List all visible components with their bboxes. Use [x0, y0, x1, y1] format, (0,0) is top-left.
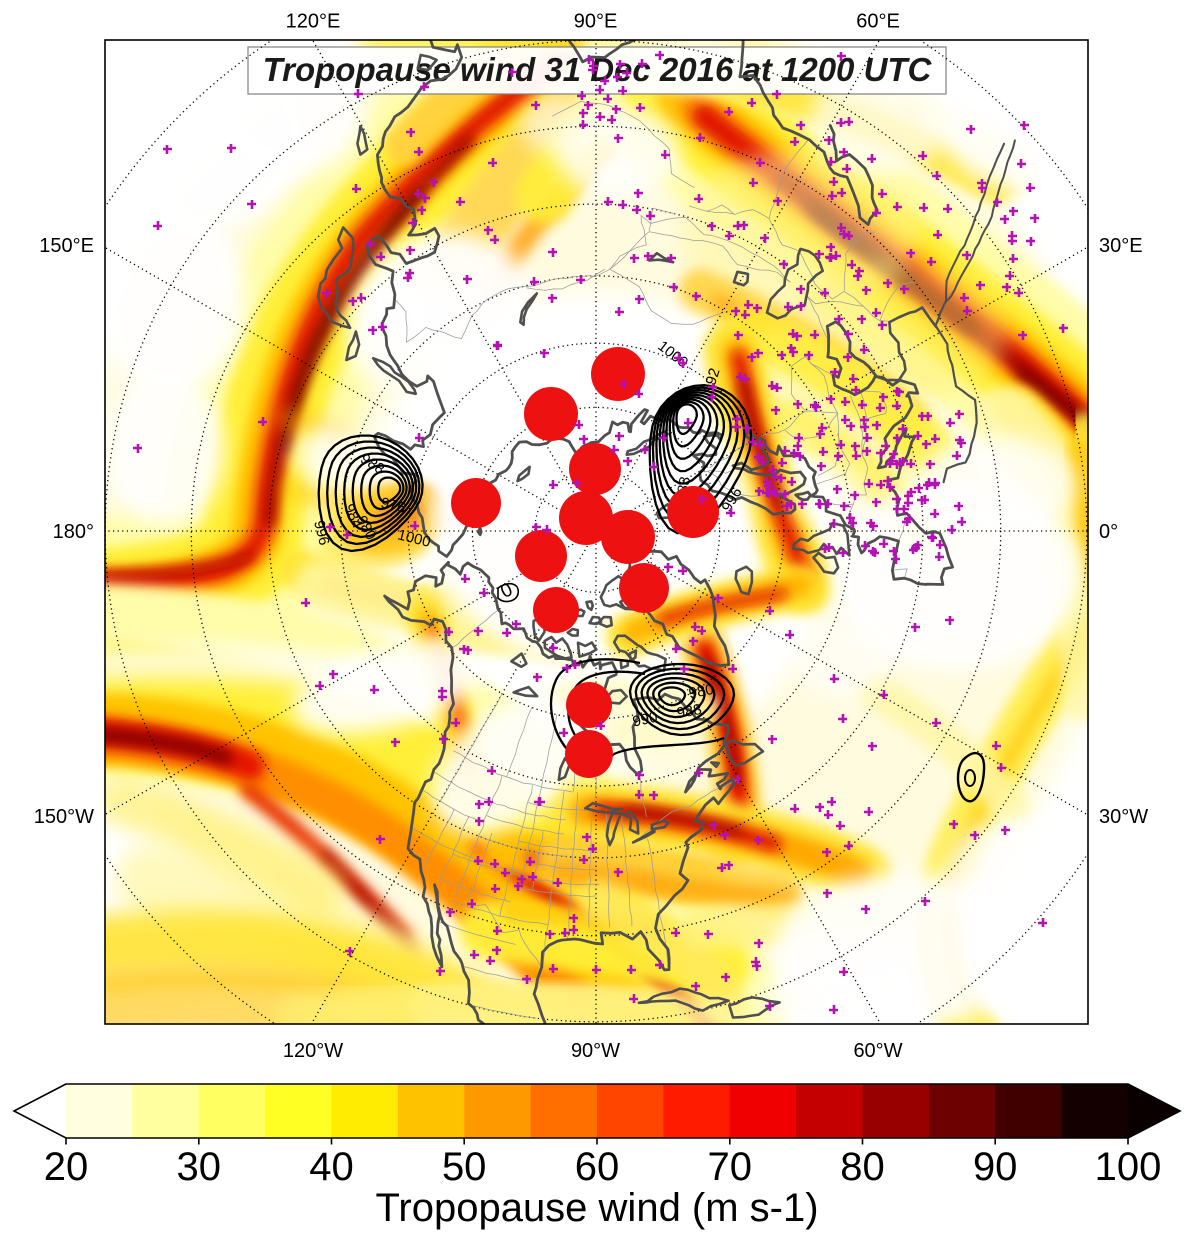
svg-text:180°: 180°: [53, 521, 94, 543]
svg-text:70: 70: [708, 1145, 753, 1189]
svg-text:Tropopause wind (m s-1): Tropopause wind (m s-1): [375, 1186, 818, 1230]
svg-text:50: 50: [442, 1145, 487, 1189]
svg-text:976: 976: [379, 494, 407, 517]
svg-text:20: 20: [44, 1145, 89, 1189]
svg-text:120°W: 120°W: [283, 1040, 343, 1062]
svg-text:100: 100: [1095, 1145, 1162, 1189]
svg-text:60°W: 60°W: [853, 1040, 902, 1062]
svg-text:120°E: 120°E: [286, 11, 341, 33]
svg-text:90: 90: [973, 1145, 1018, 1189]
svg-text:990: 990: [631, 709, 659, 731]
svg-text:980: 980: [687, 681, 715, 702]
svg-text:30°W: 30°W: [1099, 806, 1148, 828]
svg-text:40: 40: [309, 1145, 354, 1189]
svg-text:992: 992: [700, 366, 724, 395]
svg-text:150°E: 150°E: [39, 235, 94, 257]
svg-text:80: 80: [840, 1145, 885, 1189]
svg-text:90°E: 90°E: [574, 11, 618, 33]
svg-text:30: 30: [177, 1145, 222, 1189]
svg-text:30°E: 30°E: [1099, 235, 1143, 257]
svg-text:0°: 0°: [1099, 521, 1118, 543]
svg-text:60: 60: [575, 1145, 620, 1189]
svg-text:60°E: 60°E: [856, 11, 900, 33]
svg-text:150°W: 150°W: [34, 806, 94, 828]
svg-text:988: 988: [675, 701, 703, 722]
svg-text:90°W: 90°W: [571, 1040, 620, 1062]
